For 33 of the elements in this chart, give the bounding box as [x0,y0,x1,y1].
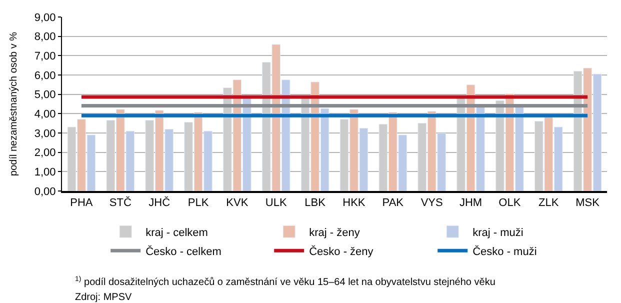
x-tick-label: PAK [382,196,404,209]
legend-label: kraj - celkem [146,226,208,239]
x-tick-label: ULK [265,196,288,209]
x-tick-label: PHA [70,196,94,209]
y-tick-label: 1,00 [34,166,56,179]
legend-label: Česko - muži [472,244,537,258]
y-tick-label: 6,00 [34,70,56,82]
legend-label: Česko - ženy [309,244,374,258]
y-tick-label: 8,00 [34,31,56,44]
x-tick-label: HKK [342,196,366,209]
legend-label: kraj - muži [472,226,524,239]
y-tick-label: 3,00 [34,128,56,140]
x-tick-label: STČ [109,196,132,209]
legend-label: kraj - ženy [309,226,360,239]
y-tick-label: 7,00 [34,50,56,63]
x-tick-label: MSK [576,196,600,209]
x-tick-label: KVK [226,196,249,209]
y-tick-label: 4,00 [34,108,56,121]
text: Zdroj: MPSV [75,292,132,303]
x-tick-label: PLK [188,196,210,209]
text: $^{1)}$ podíl dosažitelných uchazečů o zaměstnání ve věku 15–64 let na obyvatelstvu stejného věku [75,275,496,288]
y-tick-label: 0,00 [34,186,56,198]
x-tick-label: LBK [304,196,326,209]
x-tick-label: JHM [459,196,482,209]
legend-label: Česko - celkem [146,244,222,258]
y-tick-label: 2,00 [34,147,56,160]
y-tick-label: 5,00 [34,89,56,102]
x-tick-label: OLK [498,196,522,209]
x-tick-label: VYS [420,196,443,209]
y-axis-title: podíl nezaměstnaných osob v % [8,32,20,176]
y-tick-label: 9,00 [34,12,56,24]
x-tick-label: ZLK [538,196,560,209]
x-tick-label: JHČ [148,196,170,209]
